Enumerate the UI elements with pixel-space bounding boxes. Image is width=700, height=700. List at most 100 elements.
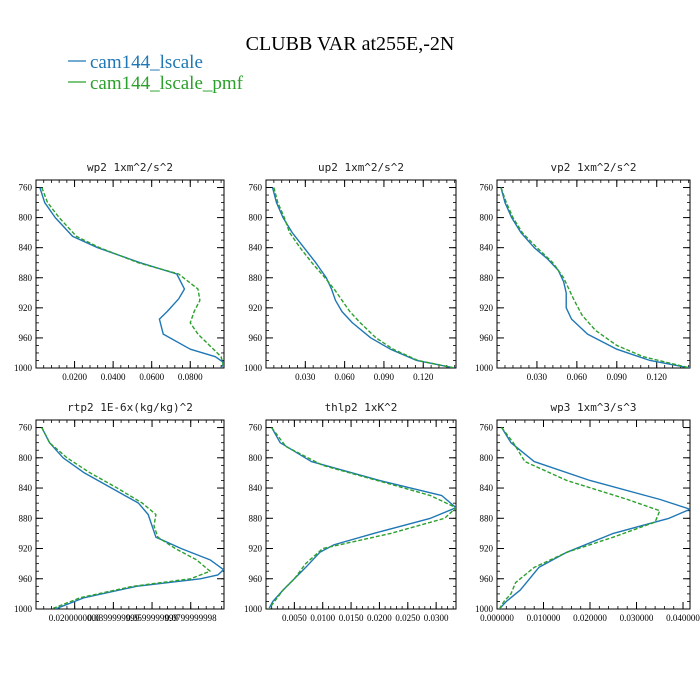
y-tick-label: 920 [19,544,33,554]
series-group-2 [500,187,690,368]
legend-label-0: cam144_lscale [90,52,203,73]
x-tick-label: 0.0799999998 [165,613,217,623]
x-tick-label: 0.030 [295,372,316,382]
y-tick-label: 880 [249,273,263,283]
y-tick-label: 760 [480,183,494,193]
y-tick-label: 960 [19,574,33,584]
legend-label-1: cam144_lscale_pmf [90,73,244,94]
series-line-cam144-lscale [498,427,690,609]
y-tick-label: 1000 [244,363,263,373]
figure-title: CLUBB VAR at255E,-2N [246,33,455,55]
panel-frame-3 [35,419,225,610]
y-tick-label: 760 [19,423,33,433]
y-tick-label: 920 [19,303,33,313]
series-line-cam144-lscale-pmf [268,427,456,609]
series-line-cam144-lscale-pmf [41,187,224,368]
panel-title-1: up2 1xm^2/s^2 [318,161,404,174]
y-tick-label: 960 [19,333,33,343]
y-tick-label: 800 [249,213,263,223]
panel-frame-5 [496,419,691,610]
x-tick-label: 0.020000 [573,613,607,623]
x-tick-label: 0.120 [413,372,434,382]
y-tick-label: 800 [249,453,263,463]
panel-frame-4 [265,419,457,610]
x-tick-label: 0.0250 [395,613,420,623]
y-tick-label: 840 [249,483,263,493]
y-tick-label: 840 [249,243,263,253]
x-tick-label: 0.0200 [62,372,87,382]
series-line-cam144-lscale [500,187,690,368]
series-line-cam144-lscale [268,427,456,609]
panel-0: wp2 1xm^2/s^2 760 800 840 880 920 960 1000 0.020… [14,161,225,382]
y-tick-label: 800 [480,213,494,223]
x-tick-label: 0.010000 [527,613,561,623]
series-line-cam144-lscale [271,187,455,368]
series-group-5 [498,427,690,609]
panel-5: wp3 1xm^3/s^3 760 800 840 880 920 960 10000.000… [475,401,700,623]
series-line-cam144-lscale [39,187,224,368]
y-tick-label: 760 [249,183,263,193]
panel-title-0: wp2 1xm^2/s^2 [87,161,173,174]
x-tick-label: 0.0800 [178,372,203,382]
y-tick-label: 800 [19,213,33,223]
y-tick-label: 960 [249,574,263,584]
x-tick-label: 0.040000 [666,613,700,623]
series-line-cam144-lscale-pmf [273,187,455,368]
y-tick-label: 840 [480,243,494,253]
x-tick-label: 0.0599999999 [126,613,178,623]
y-tick-label: 800 [19,453,33,463]
x-tick-label: 0.0200000000 [49,613,101,623]
y-tick-label: 920 [480,303,494,313]
x-tick-label: 0.0600 [139,372,164,382]
y-tick-label: 800 [480,453,494,463]
x-tick-label: 0.120 [647,372,668,382]
x-tick-label: 0.090 [607,372,628,382]
x-tick-label: 0.000000 [480,613,514,623]
y-tick-label: 920 [480,544,494,554]
x-tick-label: 0.0200 [367,613,392,623]
x-tick-label: 0.090 [374,372,395,382]
y-tick-label: 840 [19,483,33,493]
panel-2: vp2 1xm^2/s^2 760 800 840 880 920 960 1000 0.030… [475,161,691,382]
series-group-4 [268,427,456,609]
panel-1: up2 1xm^2/s^2 760 800 840 880 920 960 1000 0.030… [244,161,457,382]
y-tick-label: 840 [19,243,33,253]
series-group-1 [271,187,455,368]
y-tick-label: 960 [249,333,263,343]
series-line-cam144-lscale-pmf [500,187,690,368]
y-tick-label: 920 [249,544,263,554]
y-tick-label: 1000 [244,604,263,614]
panel-title-5: wp3 1xm^3/s^3 [550,401,636,414]
x-tick-label: 0.060 [567,372,588,382]
y-tick-label: 760 [249,423,263,433]
panels-grid: wp2 1xm^2/s^2 760 800 840 880 920 960 1000 0.020… [14,161,700,623]
y-tick-label: 880 [249,513,263,523]
panel-title-4: thlp2 1xK^2 [325,401,398,414]
y-tick-label: 1000 [475,604,494,614]
panel-frame-2 [496,179,691,369]
y-tick-label: 880 [19,513,33,523]
y-tick-label: 960 [480,333,494,343]
y-tick-label: 1000 [14,363,33,373]
series-line-cam144-lscale-pmf [41,427,211,609]
series-line-cam144-lscale-pmf [498,427,661,609]
x-tick-label: 0.0100 [310,613,335,623]
y-tick-label: 1000 [475,363,494,373]
x-tick-label: 0.030 [527,372,548,382]
x-tick-label: 0.0300 [424,613,449,623]
panel-title-3: rtp2 1E-6x(kg/kg)^2 [67,401,193,414]
panel-3: rtp2 1E-6x(kg/kg)^2 760 800 840 880 920 960 100… [14,401,225,623]
series-line-cam144-lscale [41,427,224,609]
x-tick-label: 0.0050 [282,613,307,623]
x-tick-label: 0.0400 [101,372,126,382]
x-tick-label: 0.030000 [620,613,654,623]
y-tick-label: 880 [480,513,494,523]
panel-title-2: vp2 1xm^2/s^2 [550,161,636,174]
x-tick-label: 0.0150 [339,613,364,623]
y-tick-label: 760 [19,183,33,193]
series-group-3 [41,427,224,609]
y-tick-label: 840 [480,483,494,493]
x-tick-label: 0.060 [334,372,355,382]
